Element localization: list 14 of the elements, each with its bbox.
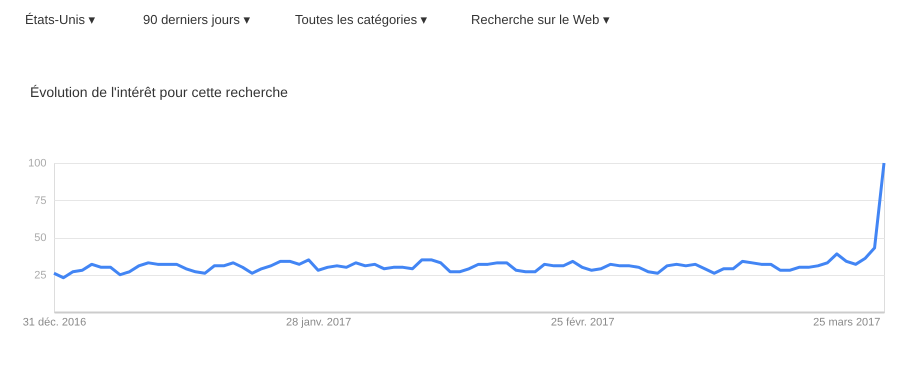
x-tick-label: 28 janv. 2017 (286, 316, 352, 328)
chart-title: Évolution de l'intérêt pour cette recherche (30, 84, 288, 100)
y-tick-label: 50 (34, 232, 46, 244)
x-tick-label: 25 mars 2017 (813, 316, 880, 328)
text: Toutes les catégories ▾ (295, 12, 428, 27)
x-tick-label: 25 févr. 2017 (550, 316, 614, 328)
text: Recherche sur le Web ▾ (471, 12, 610, 27)
text: 90 derniers jours ▾ (143, 12, 250, 27)
y-tick-label: 100 (28, 158, 46, 170)
y-tick-label: 25 (34, 269, 46, 282)
line-series (52, 162, 886, 280)
x-tick-label: 31 déc. 2016 (22, 316, 86, 328)
text: États-Unis ▾ (25, 12, 96, 27)
y-tick-label: 75 (34, 194, 46, 207)
